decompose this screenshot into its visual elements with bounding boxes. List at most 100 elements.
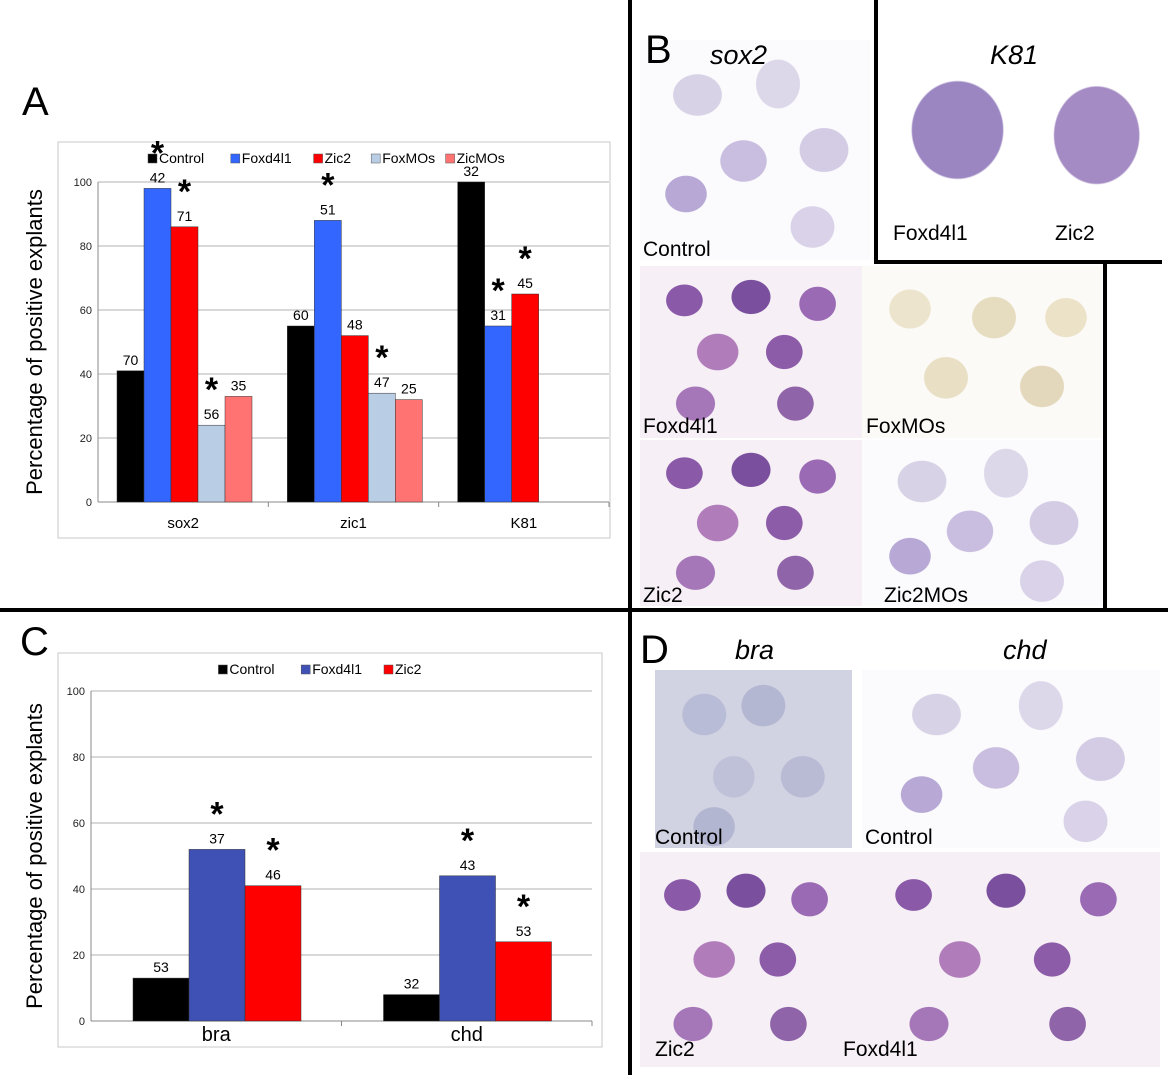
y-tick-label: 20 bbox=[73, 950, 85, 962]
legend-label: Control bbox=[159, 150, 204, 166]
y-tick-label: 100 bbox=[74, 177, 92, 189]
bar-control-zic1 bbox=[287, 325, 315, 503]
data-label: 42 bbox=[150, 169, 166, 185]
bar-zic2-chd bbox=[495, 941, 552, 1022]
data-label: 71 bbox=[177, 208, 193, 224]
y-tick-label: 0 bbox=[86, 497, 92, 509]
category-label: K81 bbox=[510, 515, 537, 532]
bar-foxmos-sox2 bbox=[197, 424, 226, 503]
data-label: 48 bbox=[347, 317, 363, 333]
data-label: 25 bbox=[401, 381, 417, 397]
data-label: 47 bbox=[374, 374, 390, 390]
category-label: sox2 bbox=[167, 515, 199, 532]
legend-label: Control bbox=[229, 661, 274, 677]
bar-zic2-sox2 bbox=[170, 226, 199, 503]
significance-asterisk: * bbox=[517, 888, 531, 926]
gene-title-k81: K81 bbox=[990, 40, 1039, 70]
bar-foxd4l1-k81 bbox=[484, 325, 512, 503]
legend-label: FoxMOs bbox=[382, 150, 435, 166]
bar-control-k81 bbox=[457, 181, 485, 503]
gene-title-sox2: sox2 bbox=[710, 40, 768, 70]
bar-foxd4l1-zic1 bbox=[314, 220, 342, 503]
significance-asterisk: * bbox=[461, 822, 475, 860]
bar-zicmos-zic1 bbox=[395, 399, 423, 503]
bar-zicmos-sox2 bbox=[224, 396, 253, 503]
significance-asterisk: * bbox=[205, 371, 219, 409]
category-label: bra bbox=[202, 1024, 232, 1046]
significance-asterisk: * bbox=[321, 166, 335, 204]
data-label: 51 bbox=[320, 201, 336, 217]
data-label: 32 bbox=[463, 163, 479, 179]
data-label: 53 bbox=[516, 923, 532, 939]
label-zic2mos: Zic2MOs bbox=[884, 584, 968, 607]
y-tick-label: 40 bbox=[80, 369, 92, 381]
data-label: 70 bbox=[123, 352, 139, 368]
data-label: 43 bbox=[460, 857, 476, 873]
label-k81-foxd4l1: Foxd4l1 bbox=[893, 222, 968, 245]
y-tick-label: 60 bbox=[73, 818, 85, 830]
significance-asterisk: * bbox=[519, 240, 533, 278]
y-tick-label: 80 bbox=[80, 241, 92, 253]
legend-swatch-foxd4l1 bbox=[300, 664, 311, 675]
category-label: chd bbox=[451, 1024, 483, 1046]
legend-label: Zic2 bbox=[325, 150, 352, 166]
bar-zic2-zic1 bbox=[341, 335, 369, 503]
label-d-zic2: Zic2 bbox=[655, 1038, 695, 1061]
y-tick-label: 0 bbox=[79, 1016, 85, 1028]
category-label: zic1 bbox=[340, 515, 367, 532]
photo-chd-foxd4l1 bbox=[852, 852, 1160, 1067]
panel-letter-d: D bbox=[640, 628, 669, 672]
bar-foxd4l1-bra bbox=[188, 849, 246, 1022]
photo-sox2-foxmos bbox=[862, 266, 1102, 438]
bar-foxd4l1-chd bbox=[439, 875, 496, 1022]
photo-sox2-foxd4l1 bbox=[640, 266, 862, 438]
bar-control-chd bbox=[383, 994, 440, 1022]
label-foxmos: FoxMOs bbox=[866, 415, 946, 438]
legend-label: Foxd4l1 bbox=[242, 150, 292, 166]
legend-swatch-zic2 bbox=[313, 153, 323, 164]
data-label: 60 bbox=[293, 307, 309, 323]
significance-asterisk: * bbox=[210, 795, 224, 833]
data-label: 46 bbox=[265, 867, 281, 883]
gene-title-bra: bra bbox=[735, 635, 775, 665]
bar-zic2-bra bbox=[244, 885, 302, 1022]
photo-chd-control bbox=[862, 670, 1160, 848]
significance-asterisk: * bbox=[178, 173, 192, 211]
y-axis-title: Percentage of positive explants bbox=[22, 189, 47, 495]
y-tick-label: 100 bbox=[67, 686, 85, 698]
data-label: 35 bbox=[231, 377, 247, 393]
legend-swatch-control bbox=[218, 664, 228, 675]
y-tick-label: 80 bbox=[73, 752, 85, 764]
bar-zic2-k81 bbox=[511, 293, 539, 503]
legend-swatch-zicmos bbox=[445, 153, 455, 164]
significance-asterisk: * bbox=[375, 339, 389, 377]
label-foxd4l1: Foxd4l1 bbox=[643, 415, 718, 438]
data-label: 37 bbox=[209, 830, 225, 846]
significance-asterisk: * bbox=[266, 832, 280, 870]
label-zic2: Zic2 bbox=[643, 584, 683, 607]
panel-letter-c: C bbox=[20, 620, 49, 664]
label-control: Control bbox=[643, 238, 711, 261]
photo-sox2-zic2 bbox=[640, 440, 862, 606]
legend-swatch-control bbox=[147, 153, 158, 164]
legend-label: Foxd4l1 bbox=[312, 661, 362, 677]
bar-foxmos-zic1 bbox=[368, 392, 396, 503]
legend-swatch-foxd4l1 bbox=[230, 153, 241, 164]
photo-bra-zic2 bbox=[640, 852, 852, 1067]
label-k81-zic2: Zic2 bbox=[1055, 222, 1095, 245]
photo-sox2-zic2mos bbox=[862, 440, 1102, 606]
y-tick-label: 40 bbox=[73, 884, 85, 896]
bar-control-bra bbox=[132, 977, 190, 1022]
y-tick-label: 20 bbox=[80, 433, 92, 445]
legend-swatch-zic2 bbox=[383, 664, 394, 675]
y-tick-label: 60 bbox=[80, 305, 92, 317]
data-label: 31 bbox=[490, 307, 506, 323]
horizontal-divider bbox=[0, 608, 1168, 612]
significance-asterisk: * bbox=[492, 272, 506, 310]
photo-k81 bbox=[874, 0, 1162, 264]
panel-b-inner-divider bbox=[1103, 260, 1107, 610]
data-label: 45 bbox=[517, 275, 533, 291]
bar-foxd4l1-sox2 bbox=[143, 188, 172, 503]
